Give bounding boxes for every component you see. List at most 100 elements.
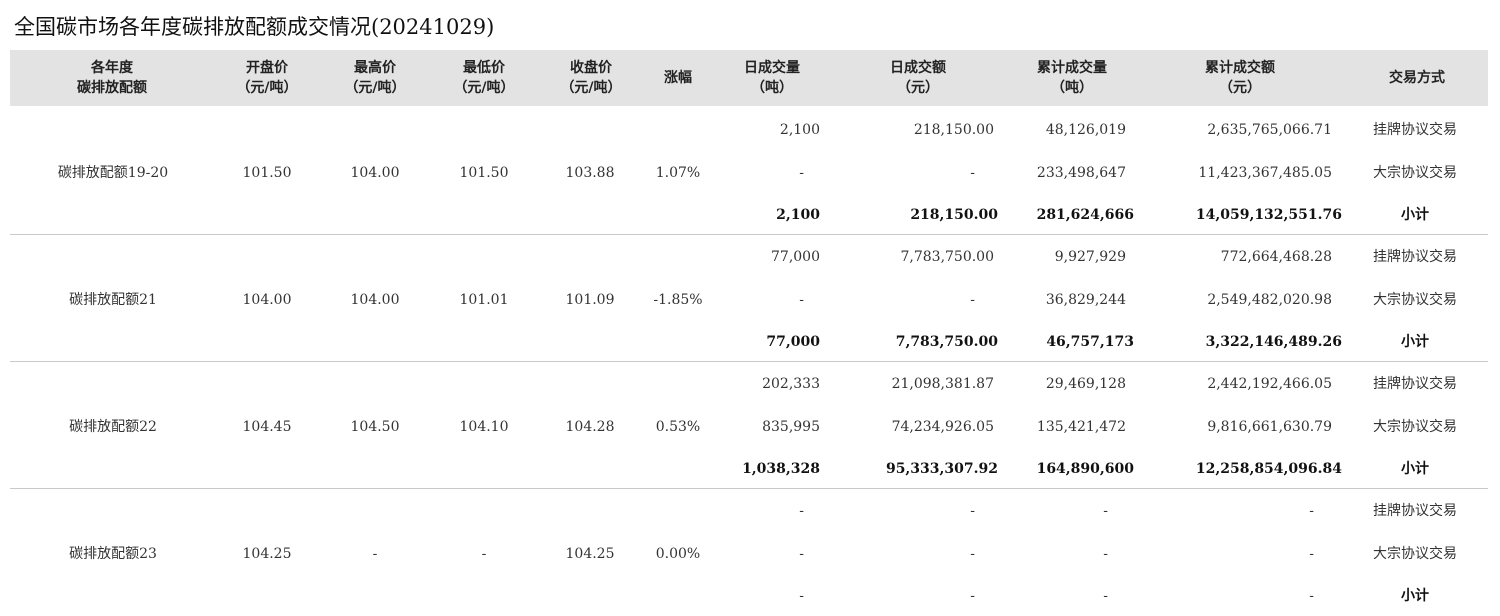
col-header-line1: 开盘价 xyxy=(246,60,288,76)
cum-amount: - xyxy=(1309,503,1314,519)
col-header-close: 收盘价 （元/吨） xyxy=(546,50,636,106)
high-price: - xyxy=(372,546,378,562)
open-price: 104.45 xyxy=(242,419,292,435)
trade-method: 挂牌协议交易 xyxy=(1373,503,1457,519)
low-price: 104.10 xyxy=(459,419,509,435)
col-header-low: 最低价 （元/吨） xyxy=(439,50,529,106)
daily-volume: 835,995 xyxy=(762,419,820,435)
trade-method: 小计 xyxy=(1401,588,1429,604)
cum-volume: 46,757,173 xyxy=(1046,334,1134,350)
cum-amount: 2,549,482,020.98 xyxy=(1207,292,1332,308)
col-header-high: 最高价 （元/吨） xyxy=(330,50,420,106)
daily-volume: - xyxy=(799,588,804,604)
high-price: 104.50 xyxy=(350,419,400,435)
trade-method: 小计 xyxy=(1401,461,1429,477)
col-header-line2: （吨） xyxy=(751,80,793,96)
col-header-line1: 涨幅 xyxy=(664,70,692,86)
daily-amount: 74,234,926.05 xyxy=(891,419,994,435)
change-percent: 0.00% xyxy=(655,546,701,562)
trade-method: 大宗协议交易 xyxy=(1373,419,1457,435)
daily-volume: - xyxy=(799,503,804,519)
cum-volume: - xyxy=(1103,588,1108,604)
col-header-line2: （元/吨） xyxy=(560,80,622,96)
cum-amount: - xyxy=(1309,588,1314,604)
allowance-name: 碳排放配额22 xyxy=(69,419,157,435)
high-price: 104.00 xyxy=(350,165,400,181)
trade-method: 小计 xyxy=(1401,334,1429,350)
cum-volume: - xyxy=(1103,546,1108,562)
daily-amount: - xyxy=(970,503,975,519)
cum-volume: 36,829,244 xyxy=(1045,292,1126,308)
col-header-open: 开盘价 （元/吨） xyxy=(222,50,312,106)
daily-volume: 2,100 xyxy=(779,122,820,138)
cum-amount: 11,423,367,485.05 xyxy=(1198,165,1332,181)
open-price: 104.25 xyxy=(242,546,292,562)
change-percent: 0.53% xyxy=(655,419,701,435)
cum-volume: 48,126,019 xyxy=(1045,122,1126,138)
group-divider xyxy=(10,361,1488,362)
cum-volume: 29,469,128 xyxy=(1045,376,1126,392)
col-header-line1: 日成交额 xyxy=(890,60,946,76)
daily-volume: 2,100 xyxy=(776,207,820,223)
cum-volume: 233,498,647 xyxy=(1036,165,1126,181)
high-price: 104.00 xyxy=(350,292,400,308)
low-price: - xyxy=(481,546,487,562)
daily-volume: - xyxy=(799,546,804,562)
change-percent: -1.85% xyxy=(653,292,703,308)
col-header-allowance: 各年度 碳排放配额 xyxy=(40,50,184,106)
col-header-line2: （元/吨） xyxy=(344,80,406,96)
cum-amount: 2,635,765,066.71 xyxy=(1207,122,1332,138)
cum-amount: 2,442,192,466.05 xyxy=(1207,376,1332,392)
col-header-daily-volume: 日成交量 （吨） xyxy=(722,50,822,106)
daily-amount: 21,098,381.87 xyxy=(891,376,994,392)
cum-amount: 9,816,661,630.79 xyxy=(1207,419,1332,435)
col-header-line1: 交易方式 xyxy=(1389,70,1445,86)
daily-amount: - xyxy=(970,588,975,604)
cum-amount: 14,059,132,551.76 xyxy=(1195,207,1342,223)
daily-amount: - xyxy=(970,292,975,308)
daily-amount: 7,783,750.00 xyxy=(900,249,994,265)
daily-volume: - xyxy=(799,165,804,181)
daily-amount: 7,783,750.00 xyxy=(895,334,998,350)
daily-volume: 77,000 xyxy=(771,249,820,265)
group-divider xyxy=(10,488,1488,489)
close-price: 103.88 xyxy=(565,165,615,181)
allowance-name: 碳排放配额21 xyxy=(69,292,157,308)
col-header-line1: 收盘价 xyxy=(570,60,612,76)
daily-volume: 202,333 xyxy=(762,376,820,392)
col-header-method: 交易方式 xyxy=(1362,50,1472,106)
col-header-cum-volume: 累计成交量 （吨） xyxy=(1014,50,1130,106)
close-price: 104.28 xyxy=(565,419,615,435)
close-price: 101.09 xyxy=(565,292,615,308)
low-price: 101.01 xyxy=(459,292,509,308)
daily-volume: 1,038,328 xyxy=(742,461,820,477)
trade-method: 大宗协议交易 xyxy=(1373,292,1457,308)
col-header-line1: 累计成交量 xyxy=(1037,60,1107,76)
col-header-cum-amount: 累计成交额 （元） xyxy=(1160,50,1320,106)
col-header-line1: 最低价 xyxy=(463,60,505,76)
daily-amount: 218,150.00 xyxy=(910,207,998,223)
cum-amount: 12,258,854,096.84 xyxy=(1195,461,1342,477)
daily-amount: - xyxy=(970,165,975,181)
col-header-line2: （元/吨） xyxy=(453,80,515,96)
cum-amount: 3,322,146,489.26 xyxy=(1205,334,1342,350)
cum-volume: 281,624,666 xyxy=(1036,207,1134,223)
trade-method: 大宗协议交易 xyxy=(1373,546,1457,562)
cum-volume: 164,890,600 xyxy=(1036,461,1134,477)
daily-amount: - xyxy=(970,546,975,562)
col-header-line1: 最高价 xyxy=(354,60,396,76)
table-header: 各年度 碳排放配额 开盘价 （元/吨） 最高价 （元/吨） 最低价 （元/吨） … xyxy=(10,50,1488,106)
cum-volume: 135,421,472 xyxy=(1036,419,1126,435)
low-price: 101.50 xyxy=(459,165,509,181)
daily-amount: 218,150.00 xyxy=(913,122,994,138)
allowance-name: 碳排放配额23 xyxy=(69,546,157,562)
trade-method: 大宗协议交易 xyxy=(1373,165,1457,181)
cum-volume: - xyxy=(1103,503,1108,519)
cum-amount: - xyxy=(1309,546,1314,562)
col-header-line2: （元） xyxy=(1219,80,1261,96)
daily-amount: 95,333,307.92 xyxy=(885,461,998,477)
col-header-change: 涨幅 xyxy=(646,50,710,106)
col-header-line2: （元/吨） xyxy=(236,80,298,96)
group-divider xyxy=(10,234,1488,235)
col-header-line1: 各年度 xyxy=(91,60,133,76)
